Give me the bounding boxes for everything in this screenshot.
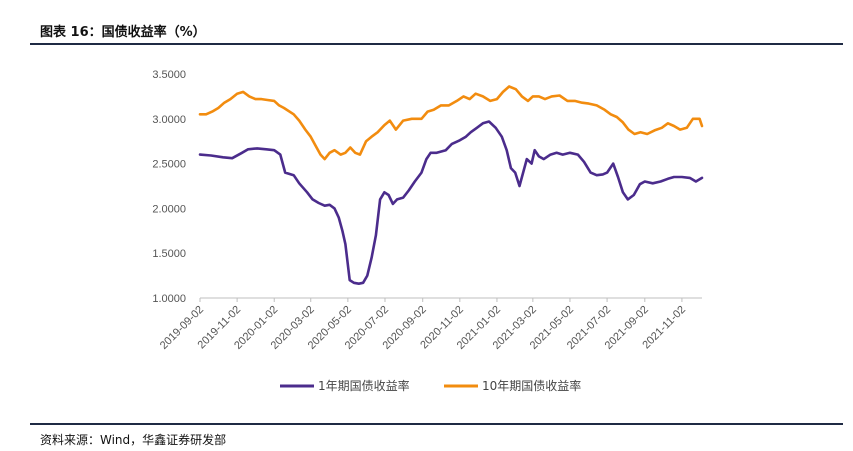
- bottom-rule: [30, 423, 843, 425]
- chart-legend: 1年期国债收益率 10年期国债收益率: [280, 378, 581, 393]
- y-tick-label: 1.5000: [152, 248, 186, 260]
- y-tick-label: 2.0000: [152, 203, 186, 215]
- ten-year-yield-line: [198, 85, 704, 161]
- one-year-yield-line: [198, 120, 704, 286]
- y-tick-label: 1.0000: [152, 293, 186, 305]
- top-rule: [30, 43, 843, 45]
- y-tick-label: 2.5000: [152, 159, 186, 171]
- source-note: 资料来源：Wind，华鑫证券研发部: [40, 433, 227, 447]
- figure-caption: 图表 16：国债收益率（%）: [40, 25, 206, 40]
- legend-one-year-label: 1年期国债收益率: [318, 378, 410, 393]
- y-tick-label: 3.0000: [152, 114, 186, 126]
- y-tick-label: 3.5000: [152, 69, 186, 81]
- legend-ten-year-label: 10年期国债收益率: [482, 378, 581, 393]
- chart-series-lines: [198, 85, 704, 286]
